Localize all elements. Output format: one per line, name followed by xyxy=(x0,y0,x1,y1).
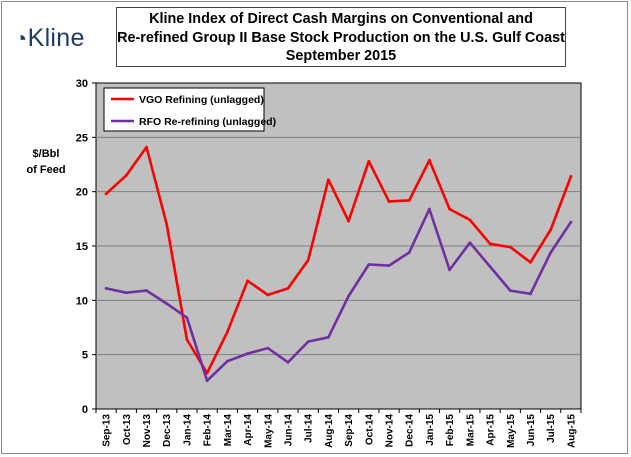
x-tick-label: Feb-15 xyxy=(445,414,456,447)
data-point-rfo xyxy=(306,340,310,344)
x-tick-label: May-15 xyxy=(506,414,517,448)
y-tick-label: 25 xyxy=(76,132,88,144)
x-tick-label: Nov-14 xyxy=(385,414,396,448)
data-point-rfo xyxy=(165,302,169,305)
data-point-rfo xyxy=(508,289,512,292)
data-point-vgo xyxy=(508,245,512,249)
x-tick-label: Jun-14 xyxy=(283,414,294,447)
data-point-vgo xyxy=(569,175,573,178)
data-point-rfo xyxy=(387,264,391,267)
data-point-rfo xyxy=(286,360,290,364)
x-tick-label: Aug-14 xyxy=(324,414,335,448)
data-point-vgo xyxy=(367,159,371,163)
data-point-rfo xyxy=(569,220,573,224)
legend-entry: RFO Re-refining (unlagged) xyxy=(139,116,276,128)
x-tick-label: May-14 xyxy=(263,414,274,448)
kline-logo-mark-icon: ◔ xyxy=(14,26,28,51)
data-point-rfo xyxy=(185,316,189,320)
series-line-rfo xyxy=(104,207,573,383)
kline-logo: ◔Kline xyxy=(14,24,85,53)
data-point-rfo xyxy=(347,294,351,298)
data-point-rfo xyxy=(145,289,148,292)
x-tick-label: Jul-14 xyxy=(304,414,315,443)
chart-title-box: Kline Index of Direct Cash Margins on Co… xyxy=(116,7,566,67)
data-point-vgo xyxy=(468,218,472,222)
data-point-vgo xyxy=(448,207,452,211)
y-tick-label: 10 xyxy=(76,295,88,307)
data-point-vgo xyxy=(165,222,169,226)
x-tick-label: Jan-15 xyxy=(425,414,436,446)
data-point-vgo xyxy=(407,198,411,202)
data-point-rfo xyxy=(266,346,270,350)
data-point-rfo xyxy=(367,263,371,266)
y-tick-label: 5 xyxy=(82,350,88,362)
data-point-rfo xyxy=(529,292,532,296)
data-point-vgo xyxy=(306,258,310,262)
data-point-vgo xyxy=(529,260,532,264)
data-point-vgo xyxy=(185,338,189,341)
y-axis-label-line-2: of Feed xyxy=(26,164,66,176)
x-tick-label: Jun-15 xyxy=(526,414,537,447)
data-point-rfo xyxy=(407,251,411,254)
data-point-rfo xyxy=(549,251,553,254)
legend-entry: VGO Refining (unlagged) xyxy=(139,94,264,106)
x-tick-label: Mar-14 xyxy=(223,414,234,447)
x-tick-label: Jul-15 xyxy=(546,414,557,443)
kline-logo-text: Kline xyxy=(27,24,85,52)
data-point-rfo xyxy=(448,268,452,272)
data-point-rfo xyxy=(225,359,229,363)
data-point-vgo xyxy=(246,279,249,283)
x-tick-label: Sep-14 xyxy=(344,414,355,447)
x-tick-label: Apr-14 xyxy=(243,414,254,446)
data-point-vgo xyxy=(205,371,209,375)
x-tick-label: Sep-13 xyxy=(102,414,113,447)
data-point-rfo xyxy=(246,352,249,355)
x-tick-label: Mar-15 xyxy=(465,414,476,447)
data-point-vgo xyxy=(387,200,391,203)
x-tick-label: Aug-15 xyxy=(566,414,577,448)
data-point-rfo xyxy=(488,265,492,269)
x-tick-label: Feb-14 xyxy=(203,414,214,447)
data-point-vgo xyxy=(104,192,108,196)
y-tick-label: 15 xyxy=(76,241,88,253)
x-tick-label: Nov-13 xyxy=(142,414,153,448)
y-tick-label: 0 xyxy=(82,404,88,416)
y-axis-label-line-1: $/Bbl xyxy=(32,148,60,160)
data-point-rfo xyxy=(468,241,472,245)
data-point-vgo xyxy=(286,286,290,290)
data-point-vgo xyxy=(428,158,431,162)
x-tick-label: Dec-14 xyxy=(405,414,416,447)
y-tick-label: 20 xyxy=(76,187,88,199)
x-tick-label: Oct-14 xyxy=(364,414,375,446)
data-point-vgo xyxy=(145,145,148,149)
data-point-rfo xyxy=(428,207,431,211)
x-tick-label: Oct-13 xyxy=(122,414,133,446)
x-tick-label: Dec-13 xyxy=(162,414,173,447)
y-tick-label: 30 xyxy=(76,78,88,90)
chart-title-line-3: September 2015 xyxy=(285,48,397,64)
data-point-rfo xyxy=(326,335,330,339)
chart-title-line-1: Kline Index of Direct Cash Margins on Co… xyxy=(149,11,533,27)
data-point-vgo xyxy=(488,242,492,246)
data-point-vgo xyxy=(549,228,553,232)
x-tick-label: Apr-15 xyxy=(486,414,497,446)
chart-title-line-2: Re-refined Group II Base Stock Productio… xyxy=(117,29,565,46)
y-axis-label: $/Bbl of Feed xyxy=(22,146,70,178)
x-tick-label: Jan-14 xyxy=(182,414,193,446)
data-point-vgo xyxy=(326,178,330,182)
data-point-vgo xyxy=(124,173,128,177)
data-point-vgo xyxy=(266,293,270,297)
data-point-rfo xyxy=(104,286,108,290)
series-line-vgo xyxy=(104,145,573,375)
data-point-rfo xyxy=(124,291,128,295)
data-point-rfo xyxy=(205,379,209,383)
data-point-vgo xyxy=(225,330,229,334)
legend-box xyxy=(103,87,265,132)
data-point-vgo xyxy=(347,219,351,223)
